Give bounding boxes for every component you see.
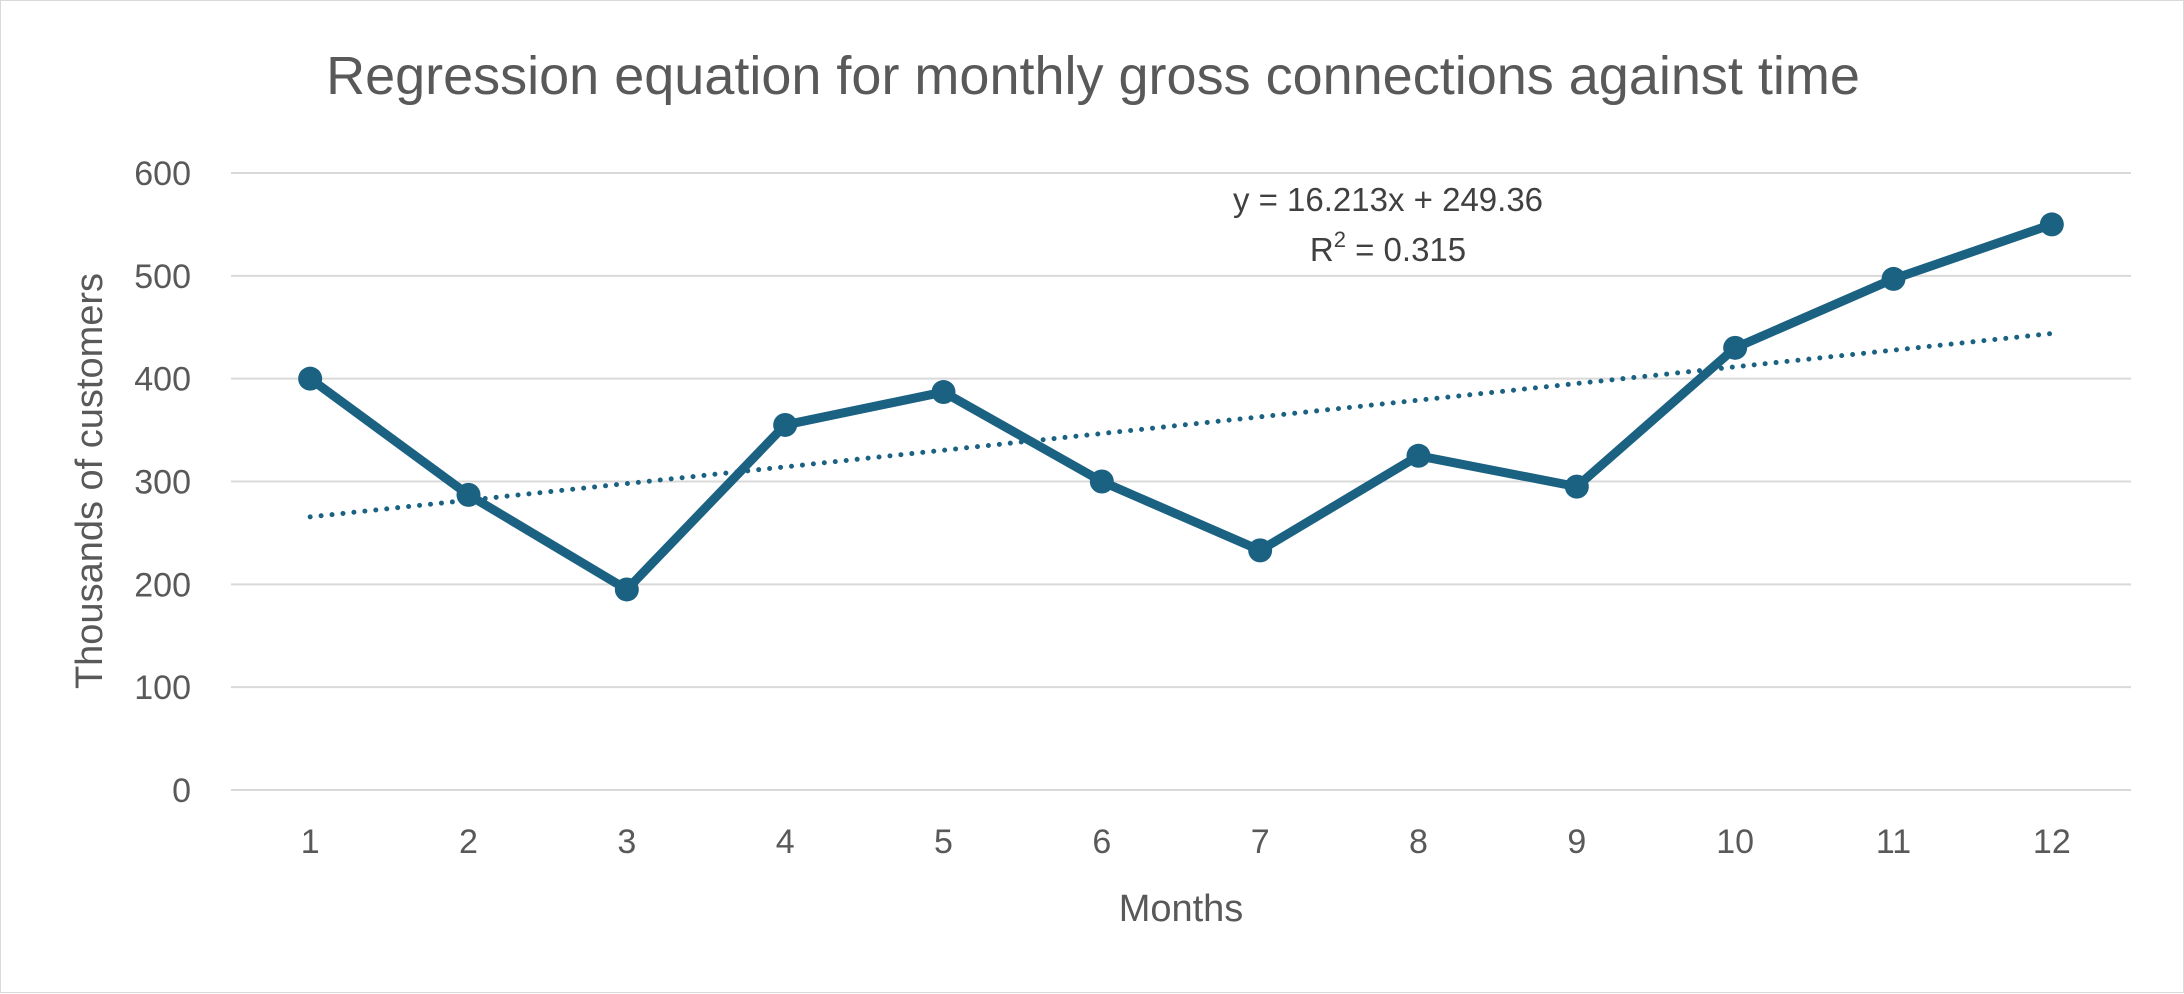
x-tick-label: 8: [1409, 823, 1428, 861]
r-squared-symbol: R: [1310, 231, 1334, 268]
x-tick-label: 6: [1092, 823, 1111, 861]
x-axis-ticks: 1 2 3 4 5 6 7 8 9 10 11 12: [301, 823, 2071, 861]
data-point[interactable]: [1881, 266, 1906, 291]
x-tick-label: 7: [1251, 823, 1270, 861]
series-path: [305, 219, 2057, 594]
y-axis-title: Thousands of customers: [69, 273, 111, 689]
x-tick-label: 5: [934, 823, 953, 861]
r-squared-label: R2 = 0.315: [1310, 227, 1466, 268]
data-point[interactable]: [1564, 474, 1589, 499]
data-point[interactable]: [614, 577, 639, 602]
data-point[interactable]: [773, 412, 798, 437]
y-tick-label: 600: [134, 155, 191, 193]
regression-equation: y = 16.213x + 249.36: [1233, 181, 1543, 218]
x-tick-label: 12: [2033, 823, 2071, 861]
chart-title: Regression equation for monthly gross co…: [326, 46, 1860, 106]
r-squared-value: = 0.315: [1346, 231, 1466, 268]
data-point[interactable]: [1723, 335, 1748, 360]
data-point[interactable]: [931, 380, 956, 405]
data-point[interactable]: [1248, 538, 1273, 563]
series-line: [305, 219, 2057, 594]
series-markers: [298, 212, 2064, 602]
r-squared-superscript: 2: [1334, 227, 1346, 252]
y-tick-label: 500: [134, 258, 191, 296]
trendline: [307, 331, 2055, 520]
data-point[interactable]: [298, 366, 323, 391]
data-point[interactable]: [2039, 212, 2064, 237]
x-tick-label: 11: [1876, 823, 1911, 861]
y-tick-label: 0: [172, 772, 191, 810]
x-tick-label: 1: [301, 823, 320, 861]
gridlines: [231, 172, 2131, 791]
y-tick-label: 100: [134, 669, 191, 707]
x-tick-label: 2: [459, 823, 478, 861]
data-point[interactable]: [1406, 443, 1431, 468]
data-point[interactable]: [1089, 469, 1114, 494]
y-tick-label: 400: [134, 361, 191, 399]
x-tick-label: 9: [1567, 823, 1586, 861]
data-point[interactable]: [456, 482, 481, 507]
x-tick-label: 3: [617, 823, 636, 861]
trendline-path: [307, 331, 2055, 520]
x-axis-title: Months: [1119, 888, 1244, 930]
y-tick-label: 200: [134, 566, 191, 604]
y-tick-label: 300: [134, 464, 191, 502]
x-tick-label: 4: [776, 823, 795, 861]
x-tick-label: 10: [1716, 823, 1754, 861]
y-axis-ticks: 0 100 200 300 400 500 600: [134, 155, 191, 810]
